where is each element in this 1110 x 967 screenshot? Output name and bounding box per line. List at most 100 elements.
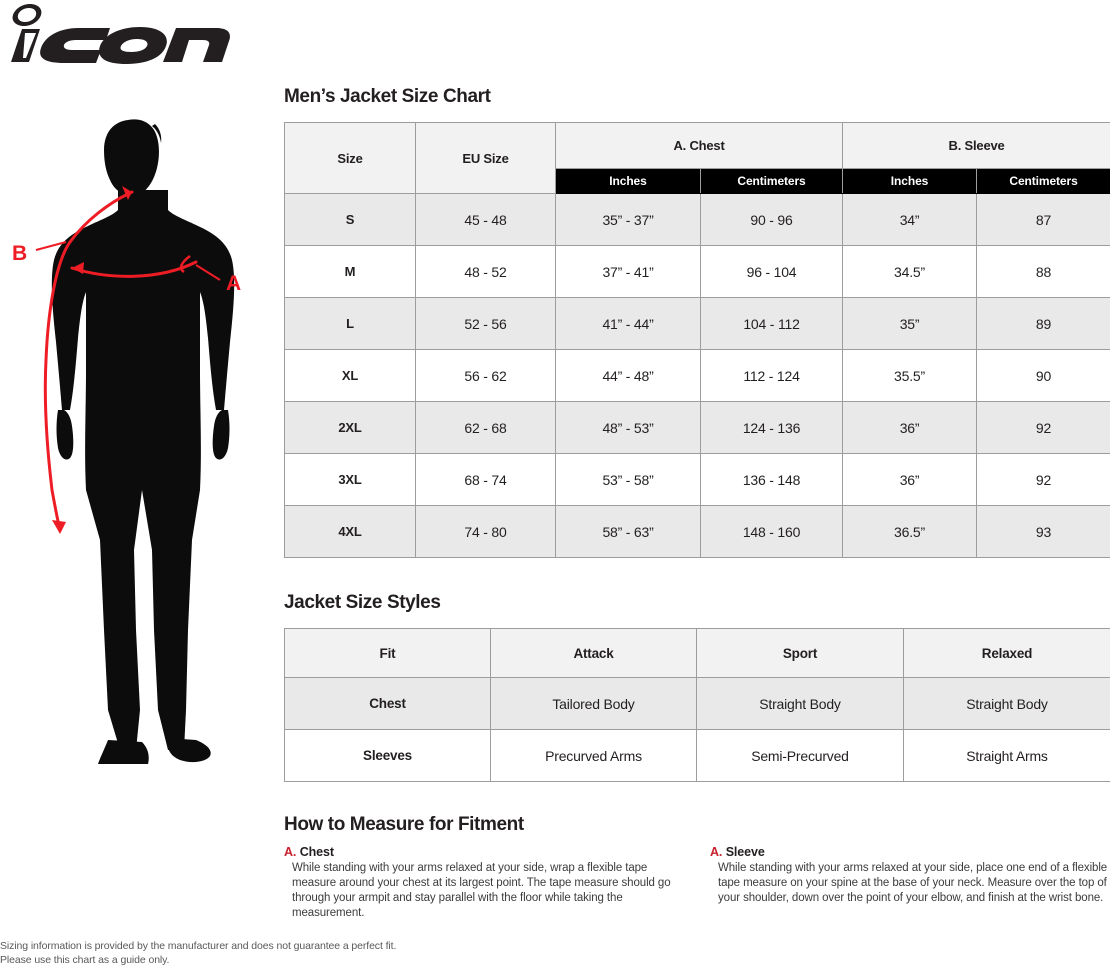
col-chest-inches: Inches (555, 167, 701, 195)
table-subheader-row: Inches Centimeters Inches Centimeters (285, 167, 1110, 195)
cell-sleeve-in: 34.5” (842, 245, 978, 298)
styles-title: Jacket Size Styles (284, 592, 441, 613)
measure-block-chest: A. Chest While standing with your arms r… (284, 845, 684, 921)
col-sleeve-inches: Inches (842, 167, 978, 195)
cell-size: 2XL (284, 401, 416, 454)
styles-row-label: Chest (284, 677, 491, 730)
body-measurement-diagram: A B (0, 110, 262, 770)
cell-chest-cm: 104 - 112 (699, 297, 844, 350)
cell-sleeve-in: 35” (842, 297, 978, 350)
measure-sleeve-letter: A. (710, 845, 723, 859)
table-row: XL 56 - 62 44” - 48” 112 - 124 35.5” 90 (284, 349, 1110, 402)
styles-cell-relaxed: Straight Arms (903, 729, 1110, 782)
cell-size: S (284, 193, 416, 246)
cell-chest-in: 53” - 58” (555, 453, 701, 506)
cell-sleeve-cm: 89 (976, 297, 1110, 350)
cell-eu: 56 - 62 (415, 349, 556, 402)
measure-instructions: A. Chest While standing with your arms r… (284, 845, 1110, 921)
cell-sleeve-cm: 90 (976, 349, 1110, 402)
cell-chest-cm: 136 - 148 (699, 453, 844, 506)
disclaimer: Sizing information is provided by the ma… (0, 939, 396, 967)
cell-eu: 45 - 48 (415, 193, 556, 246)
cell-chest-in: 41” - 44” (555, 297, 701, 350)
cell-eu: 48 - 52 (415, 245, 556, 298)
measure-title: How to Measure for Fitment (284, 814, 524, 835)
col-size: Size (284, 122, 416, 194)
cell-chest-cm: 96 - 104 (699, 245, 844, 298)
styles-cell-relaxed: Straight Body (903, 677, 1110, 730)
cell-sleeve-in: 36.5” (842, 505, 978, 558)
registered-trademark: ® (218, 47, 224, 56)
styles-cell-attack: Precurved Arms (490, 729, 697, 782)
cell-chest-in: 37” - 41” (555, 245, 701, 298)
table-row: S 45 - 48 35” - 37” 90 - 96 34” 87 (284, 193, 1110, 246)
chest-leader-line (195, 264, 221, 281)
chest-measure-annotation (70, 255, 198, 278)
sleeve-leader-line (35, 241, 67, 251)
cell-chest-cm: 90 - 96 (699, 193, 844, 246)
size-chart-title: Men’s Jacket Size Chart (284, 86, 491, 107)
table-header-row: Size EU Size A. Chest B. Sleeve (284, 122, 1110, 194)
col-eu-size: EU Size (415, 122, 556, 194)
cell-sleeve-in: 35.5” (842, 349, 978, 402)
styles-col-fit: Fit (284, 628, 491, 678)
cell-chest-in: 35” - 37” (555, 193, 701, 246)
col-group-chest: A. Chest (554, 122, 844, 169)
table-row: 2XL 62 - 68 48” - 53” 124 - 136 36” 92 (284, 401, 1110, 454)
cell-size: M (284, 245, 416, 298)
sleeve-label-b: B (12, 242, 27, 265)
styles-cell-sport: Semi-Precurved (696, 729, 904, 782)
cell-chest-in: 44” - 48” (555, 349, 701, 402)
measure-chest-letter: A. (284, 845, 297, 859)
sleeve-measure-annotation (43, 190, 134, 532)
cell-sleeve-cm: 88 (976, 245, 1110, 298)
measure-sleeve-text: While standing with your arms relaxed at… (718, 862, 1108, 904)
cell-size: 4XL (284, 505, 416, 558)
cell-size: XL (284, 349, 416, 402)
styles-cell-sport: Straight Body (696, 677, 904, 730)
styles-col-relaxed: Relaxed (903, 628, 1110, 678)
table-row: 4XL 74 - 80 58” - 63” 148 - 160 36.5” 93 (284, 505, 1110, 558)
col-group-sleeve: B. Sleeve (842, 122, 1110, 169)
cell-eu: 52 - 56 (415, 297, 556, 350)
cell-chest-in: 58” - 63” (555, 505, 701, 558)
content-column: Men’s Jacket Size Chart Size EU Size A. … (284, 86, 1110, 921)
cell-eu: 62 - 68 (415, 401, 556, 454)
cell-size: L (284, 297, 416, 350)
measure-sleeve-name: Sleeve (725, 845, 765, 859)
cell-chest-in: 48” - 53” (555, 401, 701, 454)
cell-chest-cm: 148 - 160 (699, 505, 844, 558)
col-chest-centimeters: Centimeters (699, 167, 844, 195)
styles-cell-attack: Tailored Body (490, 677, 697, 730)
col-sleeve-centimeters: Centimeters (976, 167, 1110, 195)
cell-size: 3XL (284, 453, 416, 506)
sleeve-arrowheads-icon (52, 186, 132, 534)
table-row: Sleeves Precurved Arms Semi-Precurved St… (284, 729, 1110, 782)
cell-sleeve-in: 34” (842, 193, 978, 246)
chest-arrowheads-icon (72, 262, 84, 274)
cell-sleeve-in: 36” (842, 453, 978, 506)
table-row: 3XL 68 - 74 53” - 58” 136 - 148 36” 92 (284, 453, 1110, 506)
table-row: Chest Tailored Body Straight Body Straig… (284, 677, 1110, 730)
styles-col-attack: Attack (490, 628, 697, 678)
styles-row-label: Sleeves (284, 729, 491, 782)
cell-sleeve-cm: 92 (976, 453, 1110, 506)
measure-chest-text: While standing with your arms relaxed at… (292, 862, 671, 919)
measure-chest-name: Chest (299, 845, 334, 859)
cell-chest-cm: 124 - 136 (699, 401, 844, 454)
jacket-styles-table: Fit Attack Sport Relaxed Chest Tailored … (284, 628, 1110, 782)
chest-label-a: A (226, 272, 241, 295)
cell-chest-cm: 112 - 124 (699, 349, 844, 402)
disclaimer-line-2: Please use this chart as a guide only. (0, 954, 170, 966)
styles-header-row: Fit Attack Sport Relaxed (284, 628, 1110, 678)
cell-sleeve-cm: 87 (976, 193, 1110, 246)
icon-wordmark-icon: ® (11, 4, 230, 64)
measure-chest-heading: A. Chest (284, 845, 684, 859)
measure-block-sleeve: A. Sleeve While standing with your arms … (710, 845, 1110, 921)
disclaimer-line-1: Sizing information is provided by the ma… (0, 940, 397, 952)
cell-eu: 68 - 74 (415, 453, 556, 506)
male-silhouette-icon (51, 119, 235, 764)
styles-col-sport: Sport (696, 628, 904, 678)
cell-eu: 74 - 80 (415, 505, 556, 558)
cell-sleeve-cm: 93 (976, 505, 1110, 558)
